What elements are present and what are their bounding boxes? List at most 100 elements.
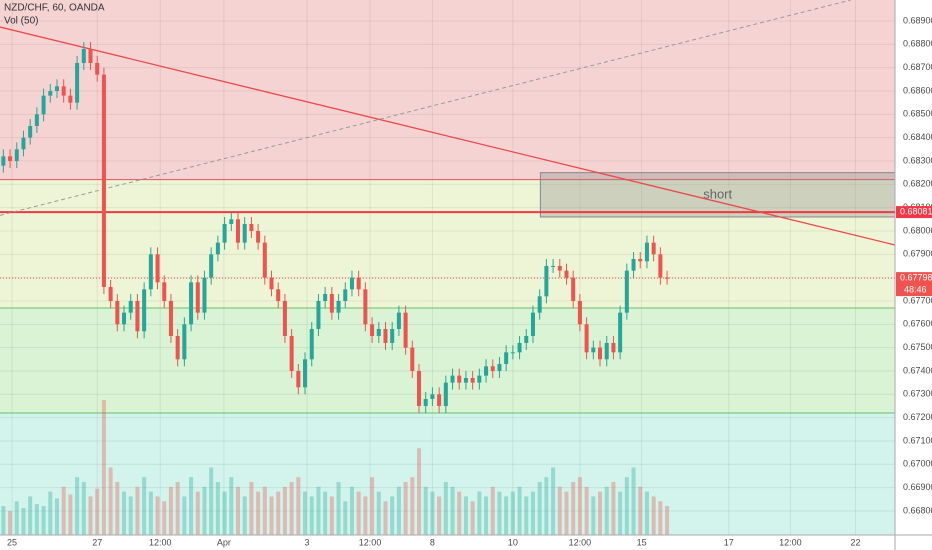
x-tick-label: 12:00: [149, 537, 172, 547]
candle-body: [309, 328, 314, 360]
last-price-tag: [896, 272, 932, 297]
candle-body: [336, 300, 341, 313]
volume-bar: [658, 501, 663, 535]
candle-body: [396, 312, 401, 329]
candle-body: [41, 95, 46, 115]
volume-bar: [504, 496, 509, 535]
candle-body: [269, 277, 274, 290]
volume-bar: [209, 467, 214, 535]
volume-bar: [584, 486, 589, 535]
volume-bar: [81, 481, 86, 535]
candle-body: [54, 86, 59, 91]
candle-body: [209, 254, 214, 278]
candle-body: [477, 375, 482, 383]
volume-bar: [202, 486, 207, 535]
volume-bar: [34, 504, 39, 535]
x-tick-label: 8: [430, 537, 435, 547]
candle-body: [591, 347, 596, 353]
candle-body: [81, 48, 86, 63]
volume-bar: [604, 486, 609, 535]
volume-bar: [276, 491, 281, 535]
volume-bar: [624, 477, 629, 535]
candle-body: [95, 62, 100, 75]
volume-bar: [101, 400, 106, 535]
volume-bar: [168, 486, 173, 535]
candle-body: [175, 335, 180, 360]
candle-body: [276, 289, 281, 301]
volume-bar: [477, 491, 482, 535]
y-tick-label: 0.66800: [903, 505, 932, 515]
level-tag: [896, 206, 932, 219]
candle-body: [537, 296, 542, 313]
volume-bar: [235, 486, 241, 535]
x-tick-label: 25: [7, 537, 17, 547]
volume-bar: [108, 467, 113, 535]
volume-bar: [282, 486, 287, 535]
candle-body: [316, 300, 321, 329]
candle-body: [229, 219, 234, 224]
candle-body: [584, 324, 589, 353]
candle-body: [571, 277, 576, 301]
trend-line: [0, 0, 851, 216]
volume-bar: [189, 477, 194, 535]
volume-bar: [343, 501, 348, 535]
volume-bar: [376, 491, 381, 535]
chart-title: NZD/CHF, 60, OANDA: [4, 3, 105, 14]
volume-bar: [148, 491, 153, 535]
volume-bar: [591, 496, 596, 535]
volume-bar: [470, 501, 475, 535]
candle-body: [624, 270, 629, 313]
candle-body: [665, 277, 670, 279]
volume-bar: [463, 496, 468, 535]
volume-bar: [88, 496, 93, 535]
candle-body: [235, 219, 241, 243]
candle-body: [383, 328, 388, 343]
candle-body: [457, 375, 462, 383]
volume-bar: [557, 486, 562, 535]
candle-body: [524, 335, 529, 343]
volume-bar: [403, 481, 408, 535]
candle-body: [658, 254, 663, 278]
volume-bar: [517, 486, 522, 535]
x-tick-label: 3: [305, 537, 310, 547]
volume-bar: [48, 491, 53, 535]
volume-label: Vol (50): [4, 16, 38, 27]
candle-body: [195, 282, 200, 313]
candle-body: [611, 342, 616, 353]
volume-bar: [182, 496, 187, 535]
candle-body: [644, 242, 649, 262]
volume-bar: [437, 496, 442, 535]
volume-bar: [222, 491, 227, 535]
candle-body: [101, 74, 106, 287]
candle-body: [577, 300, 582, 325]
volume-bar: [142, 477, 147, 535]
plot-area: short: [0, 0, 896, 535]
volume-bar: [122, 491, 127, 535]
candle-body: [470, 377, 475, 383]
volume-bar: [551, 467, 556, 535]
candle-body: [215, 242, 220, 255]
zone: [0, 412, 895, 535]
candle-body: [289, 335, 294, 371]
candle-body: [155, 254, 160, 283]
candle-body: [148, 254, 153, 290]
volume-bar: [95, 488, 100, 535]
candle-body: [530, 312, 535, 336]
candle-body: [356, 277, 361, 290]
volume-bar: [269, 496, 274, 535]
candle-body: [61, 86, 66, 96]
volume-bar: [537, 481, 542, 535]
candle-body: [618, 312, 623, 353]
volume-bar: [135, 486, 140, 535]
